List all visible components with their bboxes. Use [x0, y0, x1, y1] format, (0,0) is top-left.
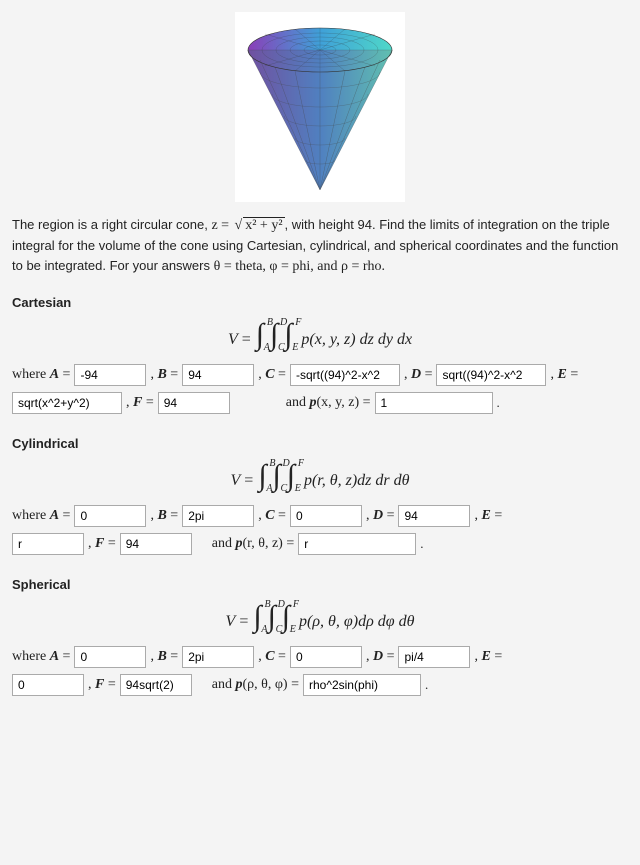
cartesian-p-input[interactable] — [375, 392, 493, 414]
spherical-F-input[interactable] — [120, 674, 192, 696]
spherical-p-input[interactable] — [303, 674, 421, 696]
label-A: where A = — [12, 367, 70, 383]
label-E: , E = — [550, 367, 578, 383]
cylindrical-B-input[interactable] — [182, 505, 254, 527]
cylindrical-E-input[interactable] — [12, 533, 84, 555]
cartesian-A-input[interactable] — [74, 364, 146, 386]
spherical-row2: , F = and p(ρ, θ, φ) = . — [12, 674, 628, 696]
label-p-sph: and p(ρ, θ, φ) = — [212, 677, 299, 693]
prompt-text: The region is a right circular cone, — [12, 217, 211, 232]
cartesian-formula: V = ∫AB ∫CD ∫EF p(x, y, z) dz dy dx — [12, 320, 628, 350]
spherical-formula: V = ∫AB ∫CD ∫EF p(ρ, θ, φ)dρ dφ dθ — [12, 602, 628, 632]
cartesian-heading: Cartesian — [12, 295, 628, 310]
label-p-cyl: and p(r, θ, z) = — [212, 536, 294, 552]
cylindrical-row1: where A = , B = , C = , D = , E = — [12, 505, 628, 527]
cylindrical-formula: V = ∫AB ∫CD ∫EF p(r, θ, z)dz dr dθ — [12, 461, 628, 491]
spherical-C-input[interactable] — [290, 646, 362, 668]
cone-figure — [12, 12, 628, 205]
cylindrical-row2: , F = and p(r, θ, z) = . — [12, 533, 628, 555]
spherical-A-input[interactable] — [74, 646, 146, 668]
spherical-D-input[interactable] — [398, 646, 470, 668]
cylindrical-A-input[interactable] — [74, 505, 146, 527]
cartesian-row2: , F = and p(x, y, z) = . — [12, 392, 628, 414]
spherical-heading: Spherical — [12, 577, 628, 592]
cartesian-E-input[interactable] — [12, 392, 122, 414]
cylindrical-C-input[interactable] — [290, 505, 362, 527]
cylindrical-D-input[interactable] — [398, 505, 470, 527]
spherical-row1: where A = , B = , C = , D = , E = — [12, 646, 628, 668]
label-C: , C = — [258, 367, 286, 383]
cartesian-D-input[interactable] — [436, 364, 546, 386]
cartesian-row1: where A = , B = , C = , D = , E = — [12, 364, 628, 386]
cylindrical-F-input[interactable] — [120, 533, 192, 555]
spherical-B-input[interactable] — [182, 646, 254, 668]
cartesian-F-input[interactable] — [158, 392, 230, 414]
label-p-cart: and p(x, y, z) = — [286, 395, 371, 411]
cartesian-B-input[interactable] — [182, 364, 254, 386]
label-D: , D = — [404, 367, 433, 383]
problem-prompt: The region is a right circular cone, z =… — [12, 215, 628, 277]
cylindrical-p-input[interactable] — [298, 533, 416, 555]
spherical-E-input[interactable] — [12, 674, 84, 696]
label-F: , F = — [126, 395, 154, 411]
label-B: , B = — [150, 367, 178, 383]
cartesian-C-input[interactable] — [290, 364, 400, 386]
cylindrical-heading: Cylindrical — [12, 436, 628, 451]
